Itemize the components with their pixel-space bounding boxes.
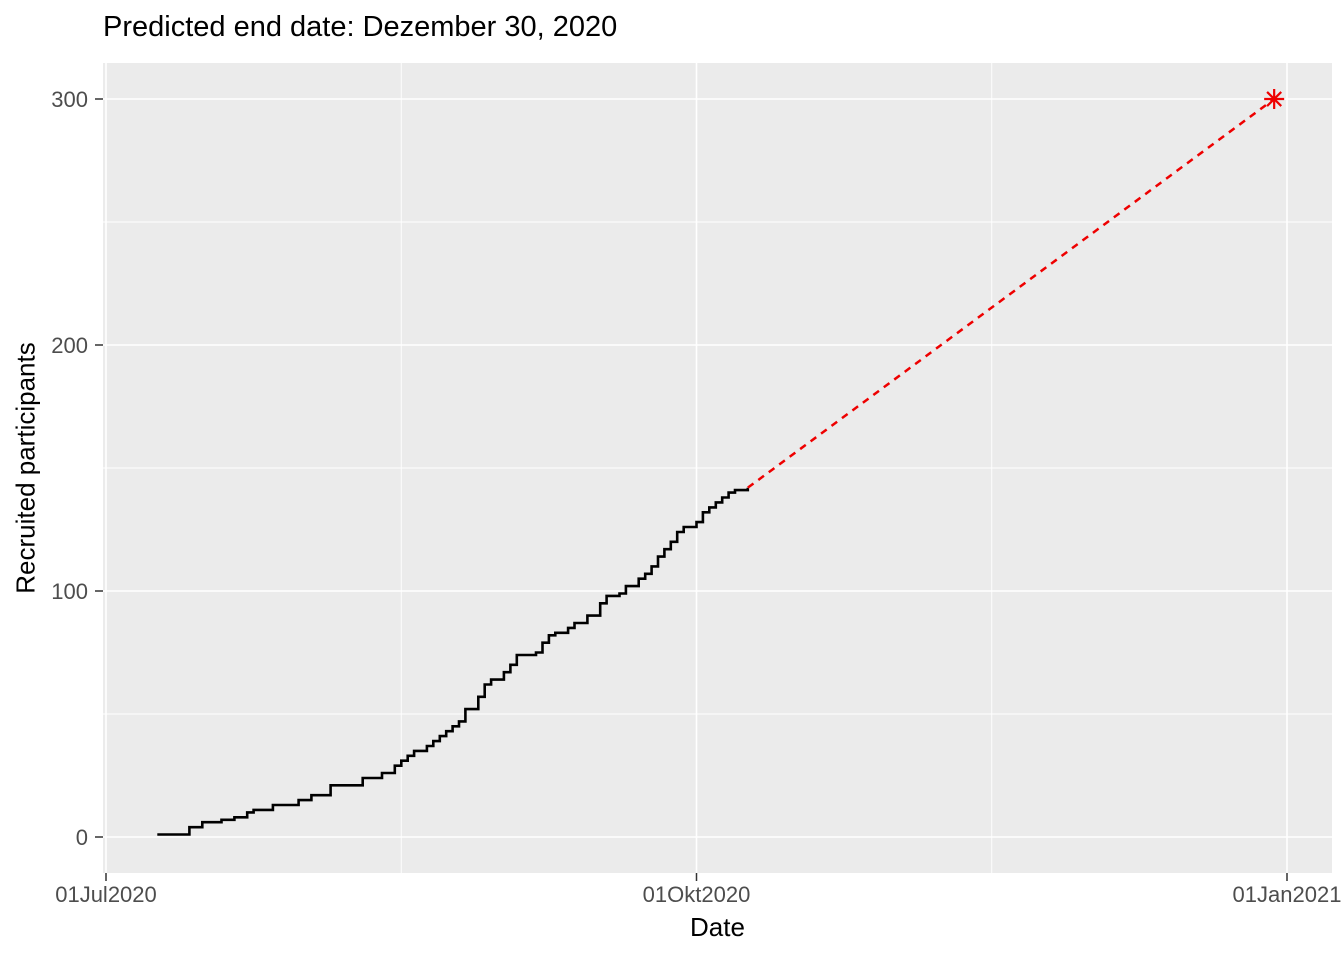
y-tick-label: 300 [51,87,88,112]
end-marker-asterisk [1266,91,1283,107]
y-tick-label: 200 [51,333,88,358]
y-tick-label: 100 [51,579,88,604]
x-axis-title: Date [690,912,745,942]
y-tick-label: 0 [76,825,88,850]
chart-title: Predicted end date: Dezember 30, 2020 [103,11,618,43]
x-tick-label: 01Jul2020 [55,882,157,907]
y-axis-title: Recruited participants [10,342,41,594]
x-tick-label: 01Jan2021 [1233,882,1342,907]
x-tick-label: 01Okt2020 [643,882,751,907]
recruitment-step-line [157,487,750,836]
projection-dashed-line [747,97,1275,489]
